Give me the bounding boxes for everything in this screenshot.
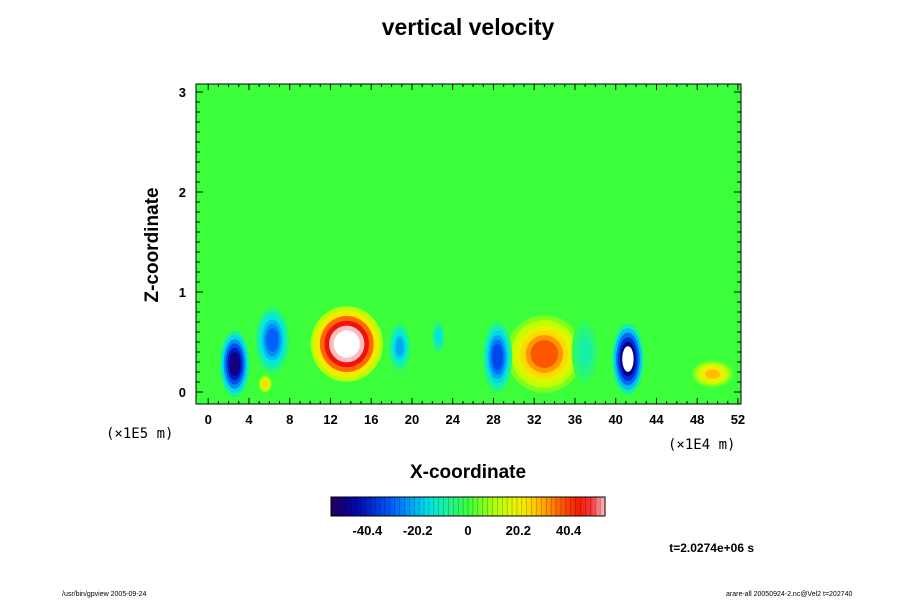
x-axis-title: X-coordinate [410, 462, 526, 483]
velocity-feature [530, 340, 559, 368]
velocity-feature [262, 380, 268, 388]
x-tick-label: 36 [568, 412, 582, 427]
velocity-feature [229, 352, 241, 376]
footer-left: /usr/bin/gpview 2005-09-24 [62, 591, 147, 598]
colorbar [331, 497, 605, 516]
velocity-field [220, 306, 733, 398]
chart-title: vertical velocity [381, 14, 555, 40]
x-tick-label: 40 [608, 412, 622, 427]
velocity-feature [622, 346, 634, 372]
colorbar-divisions [335, 497, 601, 516]
velocity-feature [705, 369, 720, 379]
plot-frame [195, 83, 742, 405]
colorbar-tick-label: -40.4 [353, 523, 383, 538]
velocity-feature [580, 340, 591, 364]
x-tick-label: 48 [690, 412, 704, 427]
y-tick-label: 2 [179, 185, 186, 200]
x-tick-label: 24 [445, 412, 460, 427]
velocity-feature [436, 331, 441, 343]
y-tick-label: 1 [179, 285, 186, 300]
x-tick-label: 32 [527, 412, 541, 427]
x-scale-label: (×1E4 m) [668, 437, 735, 453]
y-axis: 0 1 2 3 [179, 85, 741, 400]
velocity-feature [492, 344, 503, 370]
velocity-feature [333, 330, 360, 358]
x-tick-label: 52 [731, 412, 745, 427]
x-tick-label: 4 [245, 412, 253, 427]
x-tick-label: 8 [286, 412, 293, 427]
colorbar-ticks: -40.4 -20.2 0 20.2 40.4 [353, 523, 583, 538]
x-tick-label: 16 [364, 412, 378, 427]
colorbar-tick-label: -20.2 [403, 523, 433, 538]
x-tick-label: 28 [486, 412, 500, 427]
x-tick-label: 12 [323, 412, 337, 427]
velocity-feature [395, 338, 404, 356]
colorbar-tick-label: 0 [464, 523, 471, 538]
y-axis-title: Z-coordinate [142, 187, 163, 302]
x-tick-label: 44 [649, 412, 664, 427]
colorbar-tick-label: 40.4 [556, 523, 582, 538]
footer-right: arare-all 20050924-2.nc@Vel2 t=202740 [726, 591, 853, 598]
velocity-feature [266, 328, 279, 352]
colorbar-frame [330, 496, 606, 517]
x-tick-label: 0 [205, 412, 212, 427]
x-axis: 0 4 8 12 16 20 24 28 32 36 40 44 48 52 [205, 84, 745, 427]
time-label: t=2.0274e+06 s [669, 541, 754, 555]
colorbar-tick-label: 20.2 [506, 523, 531, 538]
y-tick-label: 0 [179, 385, 186, 400]
y-scale-label: (×1E5 m) [106, 426, 173, 442]
x-tick-label: 20 [405, 412, 419, 427]
y-tick-label: 3 [179, 85, 186, 100]
